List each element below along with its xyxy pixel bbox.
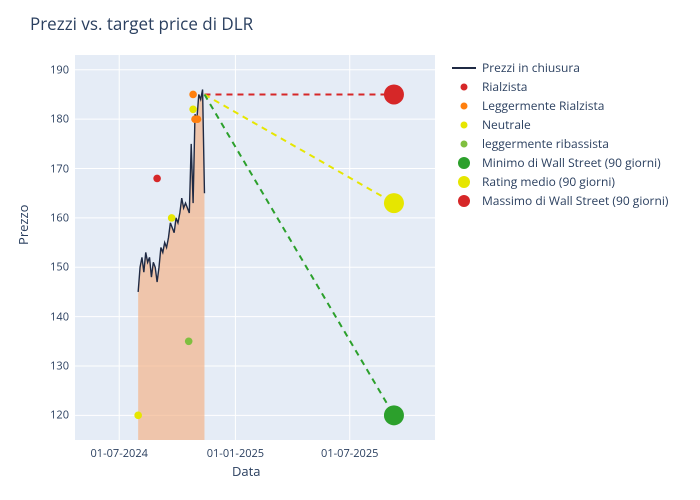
legend-swatch <box>450 99 478 113</box>
legend-swatch <box>450 61 478 75</box>
legend-swatch <box>450 194 478 208</box>
legend-label: Minimo di Wall Street (90 giorni) <box>482 154 661 171</box>
legend-swatch <box>450 118 478 132</box>
x-tick: 01-01-2025 <box>207 446 264 461</box>
legend-label: Leggermente Rialzista <box>482 97 604 114</box>
y-tick: 140 <box>39 309 69 324</box>
legend-item-legg_rialzista[interactable]: Leggermente Rialzista <box>450 96 668 115</box>
x-tick: 01-07-2024 <box>91 446 148 461</box>
legend-label: leggermente ribassista <box>482 135 609 152</box>
legend-swatch <box>450 175 478 189</box>
legend-swatch <box>450 80 478 94</box>
y-tick: 160 <box>39 210 69 225</box>
legend-swatch <box>450 137 478 151</box>
x-tick: 01-07-2025 <box>321 446 378 461</box>
y-tick: 120 <box>39 408 69 423</box>
legend[interactable]: Prezzi in chiusura Rialzista Leggermente R… <box>450 58 668 210</box>
legend-item-rialzista[interactable]: Rialzista <box>450 77 668 96</box>
legend-item-massimo[interactable]: Massimo di Wall Street (90 giorni) <box>450 191 668 210</box>
legend-swatch <box>450 156 478 170</box>
y-tick: 130 <box>39 358 69 373</box>
legend-item-neutrale[interactable]: Neutrale <box>450 115 668 134</box>
chart-title: Prezzi vs. target price di DLR <box>30 12 253 35</box>
legend-label: Neutrale <box>482 116 531 133</box>
legend-label: Rialzista <box>482 78 527 95</box>
y-axis-label: Prezzo <box>14 205 32 245</box>
legend-item-legg_ribassista[interactable]: leggermente ribassista <box>450 134 668 153</box>
y-tick: 180 <box>39 112 69 127</box>
legend-label: Massimo di Wall Street (90 giorni) <box>482 192 668 209</box>
plot-area[interactable] <box>75 55 435 440</box>
y-tick: 170 <box>39 161 69 176</box>
y-tick: 190 <box>39 62 69 77</box>
chart-container: Prezzi vs. target price di DLR Prezzo Da… <box>0 0 700 500</box>
legend-label: Rating medio (90 giorni) <box>482 173 615 190</box>
legend-label: Prezzi in chiusura <box>482 59 580 76</box>
legend-item-prezzi[interactable]: Prezzi in chiusura <box>450 58 668 77</box>
legend-item-rating_medio[interactable]: Rating medio (90 giorni) <box>450 172 668 191</box>
chart-svg <box>75 55 435 440</box>
legend-item-minimo[interactable]: Minimo di Wall Street (90 giorni) <box>450 153 668 172</box>
y-tick: 150 <box>39 260 69 275</box>
x-axis-label: Data <box>232 462 261 480</box>
